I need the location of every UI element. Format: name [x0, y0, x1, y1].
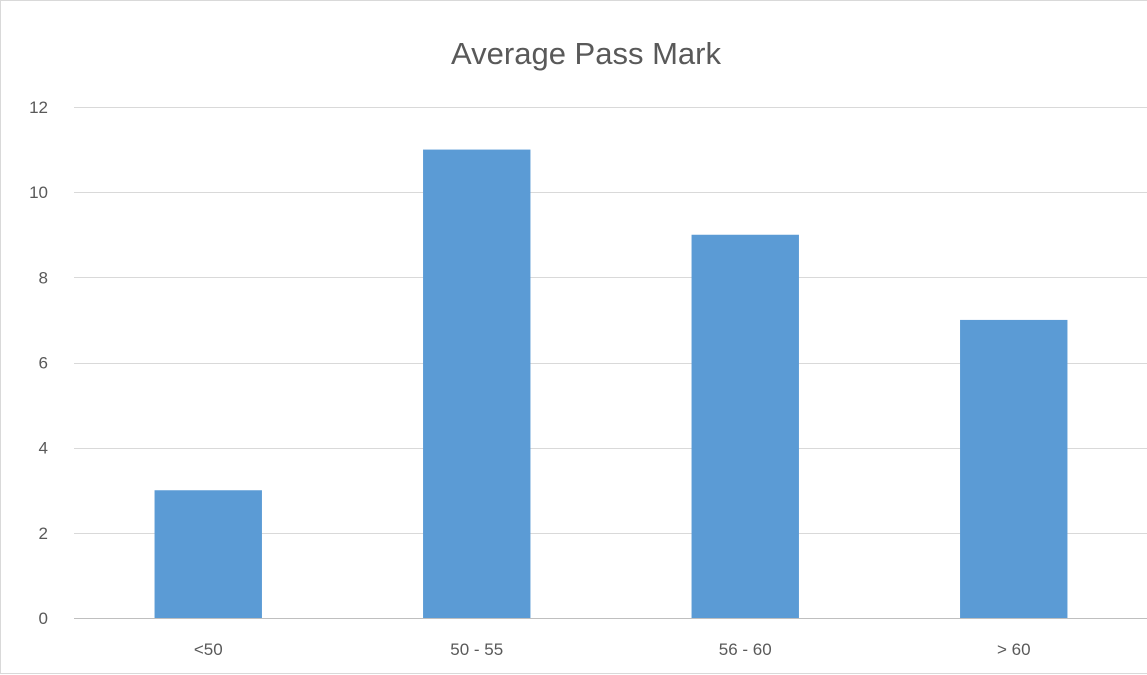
- bar: [154, 490, 262, 618]
- bars: [154, 149, 1068, 619]
- bar: [423, 149, 531, 619]
- y-tick-label: 10: [29, 183, 48, 202]
- x-tick-label: 56 - 60: [719, 640, 772, 659]
- y-tick-label: 2: [39, 524, 48, 543]
- bar: [960, 319, 1068, 618]
- x-tick-label: > 60: [997, 640, 1031, 659]
- chart-title: Average Pass Mark: [451, 36, 721, 71]
- bar: [691, 234, 799, 618]
- x-axis-tick-labels: <50 50 - 55 56 - 60 > 60: [194, 640, 1031, 659]
- y-tick-label: 12: [29, 98, 48, 117]
- y-tick-label: 4: [39, 439, 48, 458]
- y-tick-label: 8: [39, 268, 48, 287]
- x-tick-label: <50: [194, 640, 223, 659]
- y-axis-tick-labels: 0 2 4 6 8 10 12: [29, 98, 48, 628]
- y-tick-label: 0: [39, 609, 48, 628]
- x-tick-label: 50 - 55: [450, 640, 503, 659]
- y-tick-label: 6: [39, 354, 48, 373]
